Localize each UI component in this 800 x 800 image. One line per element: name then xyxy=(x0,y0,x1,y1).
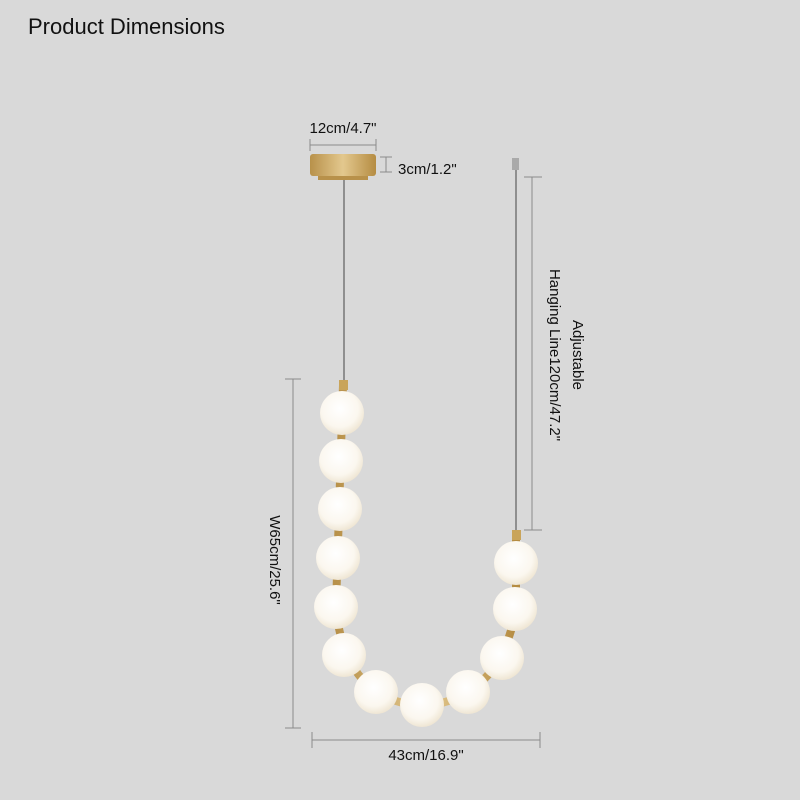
globe xyxy=(494,541,538,585)
left-end-cap xyxy=(339,380,348,390)
globe xyxy=(316,536,360,580)
globe xyxy=(320,391,364,435)
globe-group xyxy=(314,391,538,727)
globe xyxy=(318,487,362,531)
globe xyxy=(354,670,398,714)
canopy-width-label: 12cm/4.7" xyxy=(309,120,376,137)
height-label: W65cm/25.6" xyxy=(266,515,283,605)
right-end-cap xyxy=(512,530,521,540)
globe xyxy=(319,439,363,483)
globe xyxy=(480,636,524,680)
width-label: 43cm/16.9" xyxy=(388,747,463,764)
globe xyxy=(400,683,444,727)
page-title: Product Dimensions xyxy=(28,14,225,39)
dimension-lines xyxy=(285,139,542,748)
hanging-line-label-2: Hanging Line120cm/47.2" xyxy=(546,269,563,441)
globe xyxy=(493,587,537,631)
globe xyxy=(446,670,490,714)
globe xyxy=(322,633,366,677)
globe xyxy=(314,585,358,629)
canopy xyxy=(310,154,376,180)
canopy-height-label: 3cm/1.2" xyxy=(398,161,457,178)
hanging-line-label-1: Adjustable xyxy=(569,320,586,390)
cable-gripper xyxy=(512,158,519,170)
